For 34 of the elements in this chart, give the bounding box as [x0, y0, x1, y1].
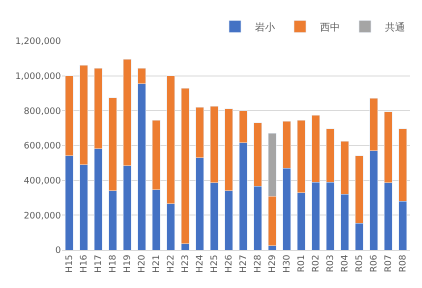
x-tick-label: R04 — [340, 254, 351, 272]
x-tick-label: H29 — [268, 254, 278, 273]
legend-label: 共通 — [385, 21, 405, 34]
x-tick-label: H19 — [123, 254, 134, 273]
x-tick-label: R03 — [326, 254, 336, 272]
x-tick-label: H28 — [254, 254, 264, 273]
y-tick-label: 1,200,000 — [15, 37, 62, 48]
x-tick-label: R06 — [370, 254, 380, 272]
x-tick-label: H24 — [196, 254, 206, 273]
y-tick-label: 800,000 — [24, 106, 62, 117]
x-tick-label: H15 — [65, 254, 76, 273]
y-tick-label: 200,000 — [24, 211, 62, 222]
x-tick-label: R05 — [355, 254, 366, 272]
x-tick-label: H17 — [94, 254, 104, 273]
x-tick-label: R08 — [398, 254, 409, 272]
x-tick-label: H26 — [224, 254, 235, 273]
y-tick-label: 600,000 — [24, 142, 62, 152]
x-tick-label: H27 — [239, 254, 250, 273]
x-tick-label: H30 — [282, 254, 293, 273]
y-tick-label: 0 — [55, 246, 62, 256]
x-tick-label: H16 — [80, 254, 90, 273]
legend-label: 西中 — [320, 21, 340, 34]
x-tick-label: H18 — [108, 254, 119, 273]
y-tick-label: 1,000,000 — [15, 72, 62, 82]
x-tick-label: R02 — [312, 254, 322, 272]
x-tick-label: H22 — [166, 254, 177, 273]
legend-label: 岩小 — [255, 21, 275, 34]
x-tick-label: R07 — [384, 254, 394, 272]
x-tick-label: H25 — [210, 254, 220, 273]
y-tick-label: 400,000 — [24, 176, 62, 186]
x-tick-label: H21 — [152, 254, 162, 273]
x-tick-label: H20 — [138, 254, 148, 273]
x-tick-label: H23 — [181, 254, 192, 273]
x-tick-label: R01 — [297, 254, 308, 272]
